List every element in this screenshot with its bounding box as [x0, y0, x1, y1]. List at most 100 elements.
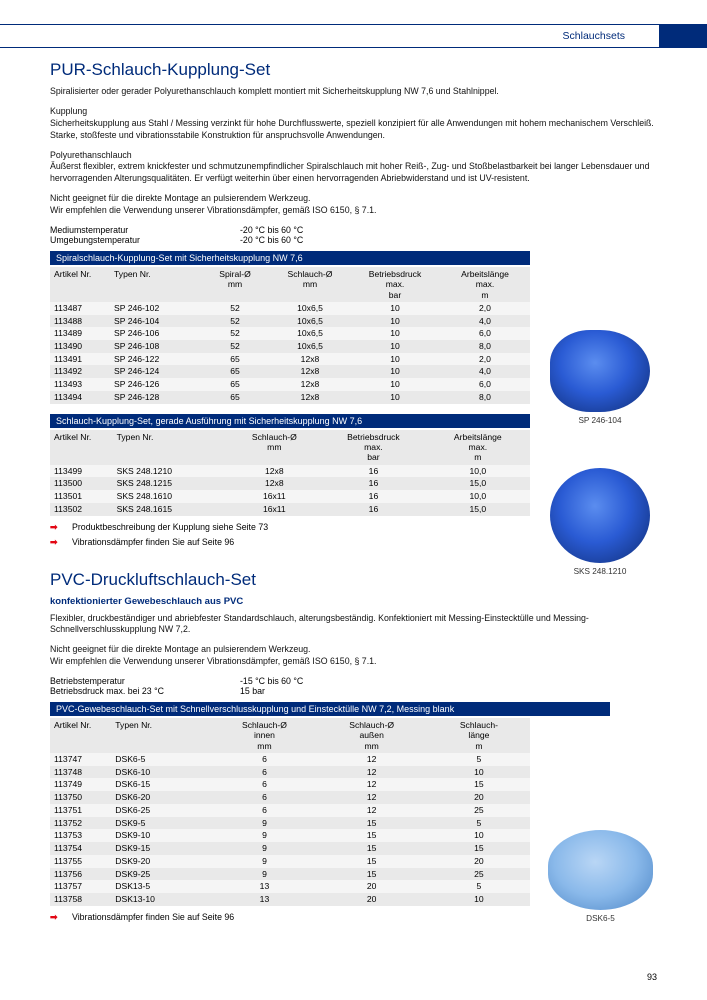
para3a: Nicht geeignet für die direkte Montage a…	[50, 193, 310, 203]
column-header: Typen Nr.	[113, 430, 228, 465]
arrow-icon: ➡	[50, 537, 64, 548]
page-number: 93	[647, 972, 657, 982]
table-cell: 15	[428, 842, 530, 855]
table-cell: DSK6-15	[111, 778, 213, 791]
table-cell: 20	[316, 880, 428, 893]
para1-body: Sicherheitskupplung aus Stahl / Messing …	[50, 118, 654, 128]
table-cell: 6	[213, 804, 315, 817]
table-cell: 13	[213, 880, 315, 893]
column-header: Schlauch-Ømm	[270, 267, 350, 302]
table-cell: 12x8	[270, 391, 350, 404]
spec-key: Betriebsdruck max. bei 23 °C	[50, 686, 240, 696]
table-cell: 15	[316, 817, 428, 830]
para2-head: Polyurethanschlauch	[50, 150, 132, 160]
table-cell: 10	[428, 893, 530, 906]
column-header: Schlauch-Øinnenmm	[213, 718, 315, 753]
table-cell: DSK13-5	[111, 880, 213, 893]
table-cell: 10	[350, 353, 440, 366]
para-kupplung: Kupplung Sicherheitskupplung aus Stahl /…	[50, 106, 660, 142]
table-cell: 16	[321, 465, 425, 478]
table-cell: SP 246-104	[110, 315, 200, 328]
table-cell: 10x6,5	[270, 340, 350, 353]
column-header: Schlauch-Ømm	[227, 430, 321, 465]
table-cell: 10,0	[426, 490, 530, 503]
image-caption: SKS 248.1210	[574, 567, 627, 576]
table-cell: 20	[428, 855, 530, 868]
table-cell: 113755	[50, 855, 111, 868]
table3: Artikel Nr.Typen Nr.Schlauch-ØinnenmmSch…	[50, 718, 530, 906]
table-cell: 113493	[50, 378, 110, 391]
table-row: 113501SKS 248.161016x111610,0	[50, 490, 530, 503]
table-cell: 25	[428, 804, 530, 817]
table-cell: SKS 248.1210	[113, 465, 228, 478]
table-cell: 113747	[50, 753, 111, 766]
table-cell: 8,0	[440, 391, 530, 404]
table-cell: 10	[350, 391, 440, 404]
spec-val: 15 bar	[240, 686, 265, 696]
table-cell: 25	[428, 868, 530, 881]
table-cell: 12x8	[270, 365, 350, 378]
table-cell: 113750	[50, 791, 111, 804]
product-image-1: SP 246-104	[550, 330, 650, 425]
table-row: 113756DSK9-2591525	[50, 868, 530, 881]
table3-header: PVC-Gewebeschlauch-Set mit Schnellversch…	[50, 702, 610, 716]
table-row: 113493SP 246-1266512x8106,0	[50, 378, 530, 391]
table-cell: 113753	[50, 829, 111, 842]
table-cell: SP 246-108	[110, 340, 200, 353]
table-cell: 113751	[50, 804, 111, 817]
table-cell: 65	[200, 391, 270, 404]
table-cell: 65	[200, 353, 270, 366]
table-cell: 113494	[50, 391, 110, 404]
table-row: 113758DSK13-10132010	[50, 893, 530, 906]
table1-header: Spiralschlauch-Kupplung-Set mit Sicherhe…	[50, 251, 530, 265]
table-cell: 2,0	[440, 353, 530, 366]
table-row: 113749DSK6-1561215	[50, 778, 530, 791]
table-cell: 4,0	[440, 365, 530, 378]
table2: Artikel Nr.Typen Nr.Schlauch-ØmmBetriebs…	[50, 430, 530, 516]
table-cell: 113492	[50, 365, 110, 378]
table-cell: DSK13-10	[111, 893, 213, 906]
table-row: 113489SP 246-1065210x6,5106,0	[50, 327, 530, 340]
table-cell: DSK9-5	[111, 817, 213, 830]
image-caption: DSK6-5	[586, 914, 615, 923]
table-row: 113748DSK6-1061210	[50, 766, 530, 779]
table-cell: 10x6,5	[270, 315, 350, 328]
table-cell: 20	[428, 791, 530, 804]
table-cell: 5	[428, 753, 530, 766]
table-row: 113494SP 246-1286512x8108,0	[50, 391, 530, 404]
table-cell: 6	[213, 791, 315, 804]
para1-head: Kupplung	[50, 106, 87, 116]
table-row: 113757DSK13-513205	[50, 880, 530, 893]
spec-val: -20 °C bis 60 °C	[240, 235, 303, 245]
table-cell: 15	[316, 842, 428, 855]
table-row: 113753DSK9-1091510	[50, 829, 530, 842]
table-cell: 12x8	[270, 353, 350, 366]
table-cell: 15	[428, 778, 530, 791]
table-row: 113492SP 246-1246512x8104,0	[50, 365, 530, 378]
section2-p2: Nicht geeignet für die direkte Montage a…	[50, 644, 660, 668]
column-header: Schlauch-längem	[428, 718, 530, 753]
para-warn: Nicht geeignet für die direkte Montage a…	[50, 193, 660, 217]
table-row: 113754DSK9-1591515	[50, 842, 530, 855]
product-image-2: SKS 248.1210	[550, 468, 650, 576]
column-header: Spiral-Ømm	[200, 267, 270, 302]
table-cell: SKS 248.1610	[113, 490, 228, 503]
table-row: 113500SKS 248.121512x81615,0	[50, 477, 530, 490]
spec-block-1: Mediumstemperatur -20 °C bis 60 °C Umgeb…	[50, 225, 660, 245]
table-cell: 113757	[50, 880, 111, 893]
table2-header: Schlauch-Kupplung-Set, gerade Ausführung…	[50, 414, 530, 428]
table-cell: 6	[213, 766, 315, 779]
para2-body: Äußerst flexibler, extrem knickfester un…	[50, 161, 649, 183]
table-cell: 52	[200, 340, 270, 353]
table-cell: 12	[316, 766, 428, 779]
table-cell: 113490	[50, 340, 110, 353]
table-cell: 10	[428, 829, 530, 842]
table-cell: DSK9-10	[111, 829, 213, 842]
column-header: Typen Nr.	[111, 718, 213, 753]
note-text: Produktbeschreibung der Kupplung siehe S…	[72, 522, 268, 533]
table-cell: SP 246-122	[110, 353, 200, 366]
table-row: 113750DSK6-2061220	[50, 791, 530, 804]
table-cell: 16x11	[227, 503, 321, 516]
column-header: Betriebsdruckmax.bar	[350, 267, 440, 302]
table-row: 113490SP 246-1085210x6,5108,0	[50, 340, 530, 353]
